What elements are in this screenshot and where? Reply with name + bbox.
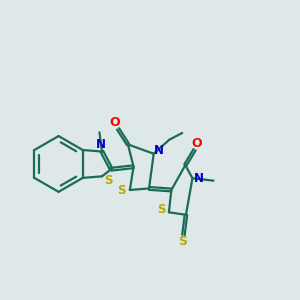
Text: S: S	[104, 174, 113, 187]
Text: O: O	[110, 116, 120, 129]
Text: S: S	[178, 235, 187, 248]
Text: N: N	[96, 138, 106, 151]
Text: N: N	[194, 172, 204, 185]
Text: S: S	[157, 203, 165, 216]
Text: N: N	[154, 144, 164, 157]
Text: S: S	[117, 184, 125, 197]
Text: O: O	[191, 137, 202, 150]
